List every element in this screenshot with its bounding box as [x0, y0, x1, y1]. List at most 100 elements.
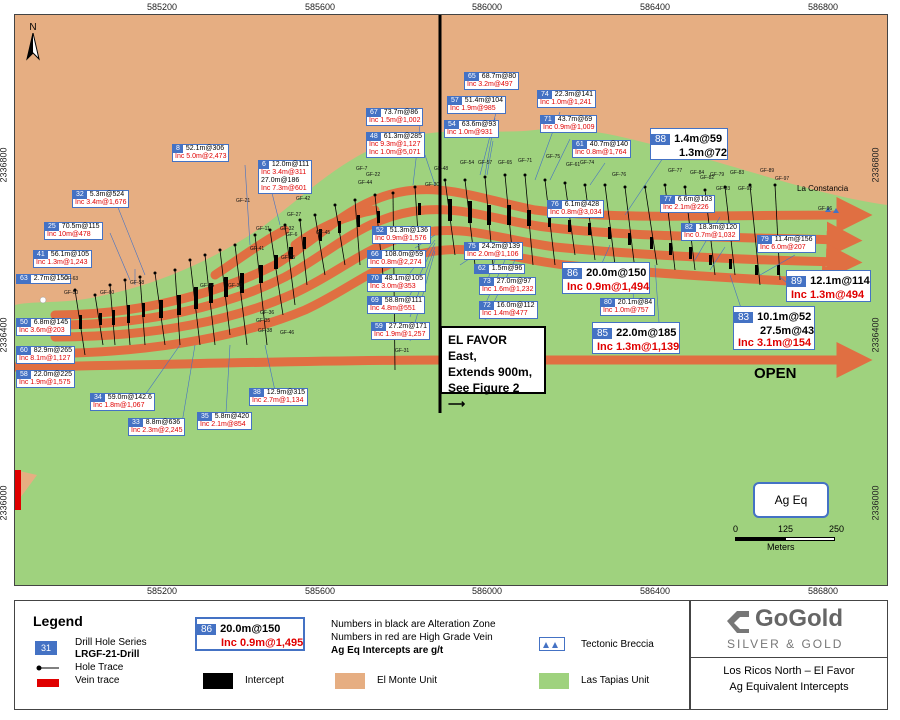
title-line-1: Los Ricos North – El Favor	[723, 665, 855, 677]
intercept-61: 61 40.7m@140 Inc 0.8m@1,764	[572, 140, 632, 158]
intercept-id: 77	[661, 196, 675, 204]
intercept-66: 66 108.0m@59 Inc 0.8m@2,274	[367, 250, 427, 268]
hole-label: GF-63	[64, 276, 79, 282]
intercept-72: 72 16.0m@112 Inc 1.4m@477	[479, 301, 538, 319]
intercept-alteration: 63.6m@93	[461, 121, 497, 128]
intercept-70: 70 48.1m@105 Inc 3.0m@353	[367, 274, 427, 292]
scale-unit: Meters	[767, 542, 795, 552]
y-tick-right-2: 2336000	[870, 485, 881, 521]
intercept-id: 57	[448, 97, 462, 105]
hole-label: GF-58	[130, 280, 145, 286]
intercept-79: 79 11.4m@156 Inc 6.0m@207	[757, 235, 816, 253]
intercept-high-grade: Inc 7.3m@601	[261, 185, 307, 192]
logo-tagline: SILVER & GOLD	[727, 637, 844, 651]
hole-label: GF-45	[316, 230, 331, 236]
hole-label: GF-71	[518, 158, 533, 164]
intercept-alteration: 6.6m@103	[677, 196, 713, 203]
intercept-id: 72	[480, 302, 494, 310]
y-tick-left-2: 2336000	[0, 485, 9, 521]
intercept-id: 32	[73, 191, 87, 199]
x-tick-bottom-4: 586800	[808, 586, 839, 596]
legend-intercept: Intercept	[245, 675, 284, 686]
geology-map	[15, 15, 887, 510]
vein-edge	[15, 470, 21, 510]
intercept-id: 61	[573, 141, 587, 149]
legend-series-sub: LRGF-21-Drill	[75, 649, 140, 660]
intercept-high-grade: Inc 2.0m@1,106	[467, 251, 519, 258]
legend-note-3: Ag Eq Intercepts are g/t	[331, 645, 444, 656]
intercept-alteration: 51.3m@136	[389, 227, 429, 234]
intercept-alteration: 73.7m@86	[383, 109, 419, 116]
intercept-high-grade: Inc 0.9m@1,576	[375, 235, 427, 242]
intercept-alteration: 40.7m@140	[589, 141, 629, 148]
intercept-alteration: 82.9m@265	[33, 347, 73, 354]
intercept-73: 73 27.0m@97 Inc 1.6m@1,232	[479, 277, 537, 295]
intercept-8: 8 52.1m@306 Inc 5.0m@2,473	[172, 144, 230, 162]
intercept-alteration: 5.8m@420	[214, 413, 250, 420]
el-favor-callout: EL FAVOR East, Extends 900m, See Figure …	[440, 326, 546, 411]
intercept-alteration: 27.0m@97	[496, 278, 532, 285]
intercept-57: 57 51.4m@104 Inc 1.9m@985	[447, 96, 507, 114]
intercept-id: 25	[45, 223, 59, 231]
intercept-88: 88 1.4m@59 1.3m@72	[650, 128, 729, 160]
intercept-alteration: 51.4m@104	[464, 97, 504, 104]
intercept-25: 25 70.5m@115 Inc 10m@478	[44, 222, 103, 240]
intercept-82: 82 18.3m@120 Inc 0.7m@1,032	[681, 223, 741, 241]
intercept-id: 34	[91, 394, 105, 402]
legend: Legend 31 Drill Hole Series LRGF-21-Dril…	[14, 600, 690, 710]
legend-series-label: Drill Hole Series	[75, 637, 147, 648]
hole-label: GF-36	[260, 310, 275, 316]
intercept-alteration: 59.0m@142.6	[107, 394, 152, 401]
intercept-alteration: 11.4m@156	[774, 236, 813, 243]
hole-label: GF-60	[100, 290, 115, 296]
intercept-high-grade: Inc 1.6m@1,232	[482, 286, 534, 293]
intercept-83: 83 10.1m@52 27.5m@43 Inc 3.1m@154	[733, 306, 816, 350]
intercept-alteration: 68.7m@80	[481, 73, 517, 80]
x-tick-top-3: 586400	[640, 2, 671, 12]
hole-label: GF-82	[700, 175, 715, 181]
intercept-id: 80	[601, 299, 615, 307]
intercept-id: 60	[17, 347, 31, 355]
intercept-6: 6 12.0m@111 Inc 3.4m@311 27.0m@186 Inc 7.3m@…	[258, 160, 313, 194]
intercept-high-grade: Inc 0.8m@1,764	[575, 149, 627, 156]
hole-label: GF-77	[668, 168, 683, 174]
intercept-high-grade: Inc 1.5m@1,002	[369, 117, 421, 124]
intercept-id: 73	[480, 278, 494, 286]
scale-seg-1	[735, 537, 785, 541]
intercept-alteration: 12.9m@315	[266, 389, 306, 396]
intercept-high-grade: Inc 2.1m@854	[200, 421, 246, 428]
legend-las-tapias: Las Tapias Unit	[581, 675, 650, 686]
intercept-60: 60 82.9m@265 Inc 8.1m@1,127	[16, 346, 76, 364]
intercept-50: 50 6.8m@145 Inc 3.6m@203	[16, 318, 72, 336]
intercept-alteration: 48.1m@105	[384, 275, 424, 282]
legend-hole-trace: Hole Trace	[75, 662, 124, 673]
intercept-32: 32 5.3m@524 Inc 3.4m@1,676	[72, 190, 130, 208]
intercept-id: 35	[198, 413, 212, 421]
intercept-id: 71	[541, 116, 555, 124]
gogold-logo-icon	[727, 611, 749, 633]
intercept-alteration: 2.7m@150	[33, 275, 69, 282]
favor-line-3: See Figure 2 ⟶	[448, 381, 520, 411]
intercept-alteration: 20.1m@84	[617, 299, 653, 306]
intercept-id: 67	[367, 109, 381, 117]
hole-label: GF-93	[716, 186, 731, 192]
scale-tick-125: 125	[778, 524, 794, 534]
scale-seg-2	[785, 537, 835, 541]
intercept-high-grade: Inc 3.6m@203	[19, 327, 65, 334]
breccia-marker	[825, 207, 839, 213]
x-tick-top-1: 585600	[305, 2, 336, 12]
intercept-high-grade: Inc 2.3m@2,245	[131, 427, 183, 434]
hole-label: GF-74	[580, 160, 595, 166]
intercept-high-grade: Inc 1.3m@1,243	[36, 259, 88, 266]
ag-eq-box: Ag Eq	[753, 482, 829, 518]
hole-label: GF-7	[356, 166, 368, 172]
intercept-alteration: 43.7m@69	[557, 116, 593, 123]
legend-note-2: Numbers in red are High Grade Vein	[331, 632, 493, 643]
intercept-58: 58 22.0m@225 Inc 1.9m@1,575	[16, 370, 76, 388]
hole-label: GF-79	[710, 172, 725, 178]
intercept-38: 38 12.9m@315 Inc 2.7m@1,134	[249, 388, 309, 406]
intercept-id: 54	[445, 121, 459, 129]
intercept-alteration: 61.3m@285	[383, 133, 423, 140]
intercept-54: 54 63.6m@93 Inc 1.0m@931	[444, 120, 500, 138]
hole-label: GF-61	[566, 162, 581, 168]
